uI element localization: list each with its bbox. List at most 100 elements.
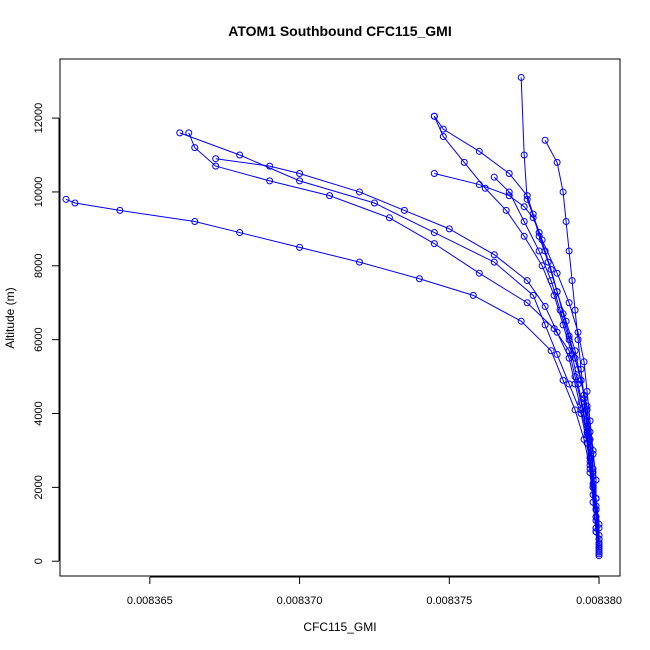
y-tick-label: 12000	[33, 103, 45, 134]
series-line	[188, 132, 600, 547]
chart-title: ATOM1 Southbound CFC115_GMI	[228, 23, 452, 39]
data-point	[505, 188, 513, 196]
data-point	[595, 552, 603, 560]
series-2	[62, 195, 603, 554]
data-point	[502, 206, 510, 214]
series-line	[65, 198, 600, 551]
data-point	[562, 217, 570, 225]
plot-frame	[59, 58, 621, 577]
data-point	[296, 243, 304, 251]
data-point	[355, 188, 363, 196]
data-point	[430, 112, 438, 120]
data-point	[469, 291, 477, 299]
data-point	[430, 240, 438, 248]
data-point	[475, 147, 483, 155]
x-tick-label: 0.008375	[426, 595, 472, 607]
data-point	[212, 162, 220, 170]
series-line	[433, 115, 597, 528]
data-point	[490, 258, 498, 266]
data-point	[571, 380, 579, 388]
y-tick-label: 6000	[33, 327, 45, 351]
data-point	[296, 169, 304, 177]
x-axis: 0.008365 0.008370 0.008375 0.008380	[127, 576, 622, 607]
data-point	[574, 336, 582, 344]
data-point	[547, 347, 555, 355]
data-point	[535, 232, 543, 240]
data-point	[541, 321, 549, 329]
data-point	[592, 494, 600, 502]
data-point	[559, 376, 567, 384]
data-point	[586, 435, 594, 443]
data-point	[176, 129, 184, 137]
data-point	[571, 347, 579, 355]
data-point	[580, 358, 588, 366]
series-line	[433, 116, 597, 532]
series-10	[541, 136, 603, 549]
data-point	[595, 541, 603, 549]
data-point	[571, 373, 579, 381]
data-point	[475, 181, 483, 189]
data-point	[565, 354, 573, 362]
data-point	[517, 317, 525, 325]
data-point	[529, 210, 537, 218]
data-point	[296, 177, 304, 185]
data-point	[490, 173, 498, 181]
series-9	[430, 112, 600, 532]
data-point	[62, 195, 70, 203]
y-tick-label: 2000	[33, 475, 45, 499]
data-point	[541, 302, 549, 310]
y-tick-label: 10000	[33, 177, 45, 208]
x-tick-label: 0.008365	[127, 595, 173, 607]
series-7	[212, 155, 603, 556]
data-point	[553, 350, 561, 358]
data-point	[571, 306, 579, 314]
data-point	[577, 376, 585, 384]
series-line	[544, 140, 600, 545]
data-point	[212, 155, 220, 163]
data-point	[559, 188, 567, 196]
data-point	[565, 247, 573, 255]
data-point	[553, 288, 561, 296]
series-1	[176, 129, 603, 558]
y-tick-label: 8000	[33, 254, 45, 278]
data-point	[191, 217, 199, 225]
data-point	[523, 277, 531, 285]
data-point	[529, 291, 537, 299]
data-point	[565, 299, 573, 307]
plot-area	[62, 73, 603, 560]
data-point	[580, 395, 588, 403]
data-point	[430, 169, 438, 177]
data-point	[553, 269, 561, 277]
data-point	[370, 199, 378, 207]
data-point	[266, 177, 274, 185]
series-line	[493, 176, 600, 549]
data-point	[595, 548, 603, 556]
y-tick-label: 0	[33, 558, 45, 564]
data-point	[460, 158, 468, 166]
x-axis-label: CFC115_GMI	[303, 620, 376, 634]
data-point	[568, 277, 576, 285]
data-point	[553, 158, 561, 166]
data-point	[535, 247, 543, 255]
data-point	[589, 465, 597, 473]
data-point	[592, 513, 600, 521]
data-point	[71, 199, 79, 207]
data-point	[355, 258, 363, 266]
data-point	[430, 229, 438, 237]
data-point	[385, 214, 393, 222]
data-point	[553, 328, 561, 336]
data-point	[439, 125, 447, 133]
data-point	[517, 73, 525, 81]
x-tick-label: 0.008380	[576, 595, 622, 607]
data-point	[520, 232, 528, 240]
data-point	[475, 269, 483, 277]
data-point	[236, 229, 244, 237]
data-point	[541, 136, 549, 144]
series-line	[215, 158, 600, 553]
data-point	[191, 144, 199, 152]
data-point	[583, 406, 591, 414]
data-point	[400, 206, 408, 214]
data-point	[523, 192, 531, 200]
data-point	[445, 225, 453, 233]
